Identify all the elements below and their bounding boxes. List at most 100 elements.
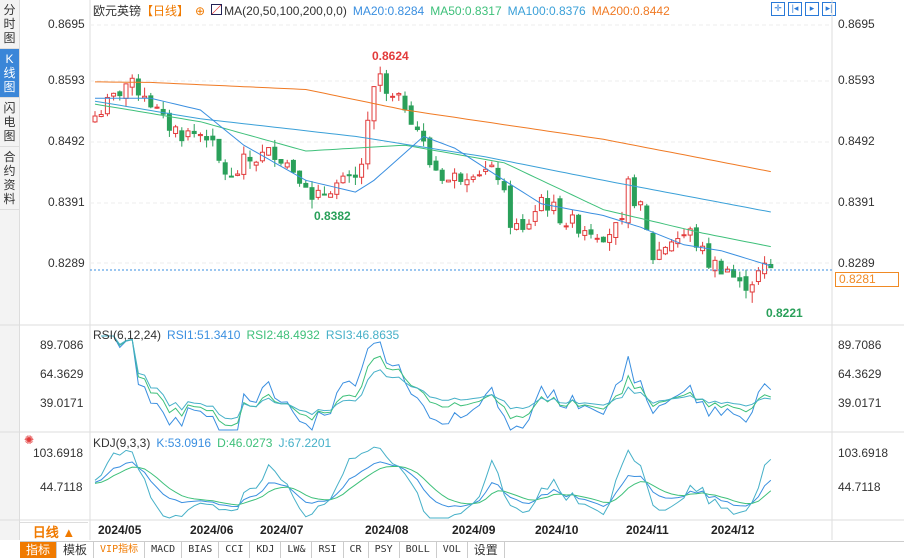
crosshair-icon[interactable]: ✛ — [771, 2, 785, 16]
low-annotation-jul: 0.8382 — [314, 209, 351, 223]
candle-body — [185, 130, 191, 138]
price-axis-left-4: 0.8289 — [48, 256, 85, 270]
date-label: 2024/10 — [535, 523, 579, 537]
tab-kdj[interactable]: KDJ — [250, 542, 282, 558]
tab-vip-indicators[interactable]: VIP指标 — [94, 542, 146, 558]
candle-body — [483, 168, 489, 172]
candle-body — [179, 130, 185, 142]
add-icon[interactable]: ⊕ — [195, 4, 206, 18]
tab-contract-info[interactable]: 合约资料 — [0, 147, 19, 210]
price-axis-left-0: 0.8695 — [48, 17, 85, 31]
rsi2-value: RSI2:48.4932 — [246, 328, 320, 342]
candle-body — [489, 164, 495, 168]
tab-macd[interactable]: MACD — [145, 542, 183, 558]
kdj-axis-left-0: 103.6918 — [33, 446, 84, 460]
candle-body — [427, 137, 433, 166]
play-icon[interactable]: ▸ — [805, 2, 819, 16]
candle-body — [594, 237, 600, 240]
chart-tools: ✛ |◂ ▸ ▸| — [771, 2, 836, 16]
high-annotation: 0.8624 — [372, 49, 409, 63]
candle-body — [160, 108, 166, 115]
ma200-line — [95, 81, 771, 173]
kdj-axis-right-0: 103.6918 — [838, 446, 889, 460]
candle-body — [142, 95, 148, 99]
candle-body — [148, 95, 154, 108]
candle-body — [625, 178, 631, 224]
candle-body — [712, 259, 718, 272]
ma-label[interactable]: MA(20,50,100,200,0,0) — [224, 4, 347, 18]
go-start-icon[interactable]: |◂ — [788, 2, 802, 16]
tab-templates[interactable]: 模板 — [57, 542, 95, 558]
tab-flash[interactable]: 闪电图 — [0, 98, 19, 147]
settings-sun-icon[interactable]: ✺ — [24, 433, 35, 447]
tab-kline[interactable]: K线图 — [0, 49, 19, 98]
rsi-axis-left-0: 89.7086 — [40, 338, 84, 352]
candle-body — [123, 83, 129, 99]
tab-vol[interactable]: VOL — [437, 542, 468, 558]
date-label: 2024/11 — [626, 523, 669, 537]
candle-body — [173, 126, 179, 134]
candle-body — [315, 189, 321, 198]
tab-rsi[interactable]: RSI — [312, 542, 344, 558]
candle-body — [278, 159, 284, 164]
candle-body — [681, 234, 687, 237]
tab-cr[interactable]: CR — [344, 542, 369, 558]
tab-timeshare[interactable]: 分时图 — [0, 0, 19, 49]
tab-indicators[interactable]: 指标 — [20, 542, 58, 558]
rsi12-line — [101, 335, 771, 427]
price-axis-left-2: 0.8492 — [48, 134, 85, 148]
tab-bias[interactable]: BIAS — [182, 542, 220, 558]
rsi-axis-left-1: 64.3629 — [40, 367, 84, 381]
candle-body — [365, 119, 371, 165]
candle-body — [396, 93, 402, 96]
candle-body — [520, 219, 526, 230]
candle-body — [321, 193, 327, 196]
candle-body — [402, 95, 408, 111]
candle-body — [414, 126, 420, 131]
candle-body — [768, 264, 774, 269]
candle-body — [359, 163, 365, 178]
tab-settings[interactable]: 设置 — [468, 542, 505, 558]
ma100-value: MA100:0.8376 — [507, 4, 586, 18]
candle-body — [755, 270, 761, 283]
tab-cci[interactable]: CCI — [219, 542, 251, 558]
kdj-d-line — [94, 466, 772, 506]
kdj-k-value: K:53.0916 — [156, 436, 212, 450]
period-selector[interactable]: 日线 ▲ — [20, 522, 88, 541]
kline-chart[interactable] — [0, 0, 904, 540]
candle-body — [706, 243, 712, 268]
ma-chart-icon[interactable] — [211, 4, 223, 15]
ma50-line — [94, 103, 771, 248]
candle-body — [458, 173, 464, 182]
go-end-icon[interactable]: ▸| — [822, 2, 836, 16]
date-label: 2024/07 — [260, 523, 304, 537]
rsi-title[interactable]: RSI(6,12,24) — [93, 328, 162, 342]
rsi-axis-right-1: 64.3629 — [838, 367, 882, 381]
candle-body — [433, 160, 439, 171]
tab-boll[interactable]: BOLL — [400, 542, 437, 558]
candle-body — [495, 167, 501, 181]
candle-body — [526, 223, 532, 230]
candle-body — [445, 179, 451, 183]
candle-body — [383, 73, 389, 94]
kdj-j-line — [94, 446, 772, 519]
candle-body — [563, 225, 569, 228]
candle-body — [98, 114, 104, 118]
kdj-title[interactable]: KDJ(9,3,3) — [93, 436, 151, 450]
tab-lw[interactable]: LW& — [281, 542, 313, 558]
candle-body — [303, 182, 309, 188]
current-price-tag: 0.8281 — [835, 272, 899, 287]
candle-body — [210, 135, 216, 141]
price-axis-right-3: 0.8391 — [838, 195, 875, 209]
candle-body — [737, 277, 743, 282]
candle-body — [687, 228, 693, 236]
kdj-axis-right-1: 44.7118 — [838, 480, 881, 494]
ma20-value: MA20:0.8284 — [352, 4, 425, 18]
candle-body — [284, 162, 290, 168]
candle-body — [253, 161, 259, 166]
candle-body — [235, 173, 241, 176]
rsi-axis-right-2: 39.0171 — [838, 396, 882, 410]
candle-body — [241, 153, 247, 175]
tab-psy[interactable]: PSY — [369, 542, 400, 558]
candle-body — [631, 177, 637, 207]
